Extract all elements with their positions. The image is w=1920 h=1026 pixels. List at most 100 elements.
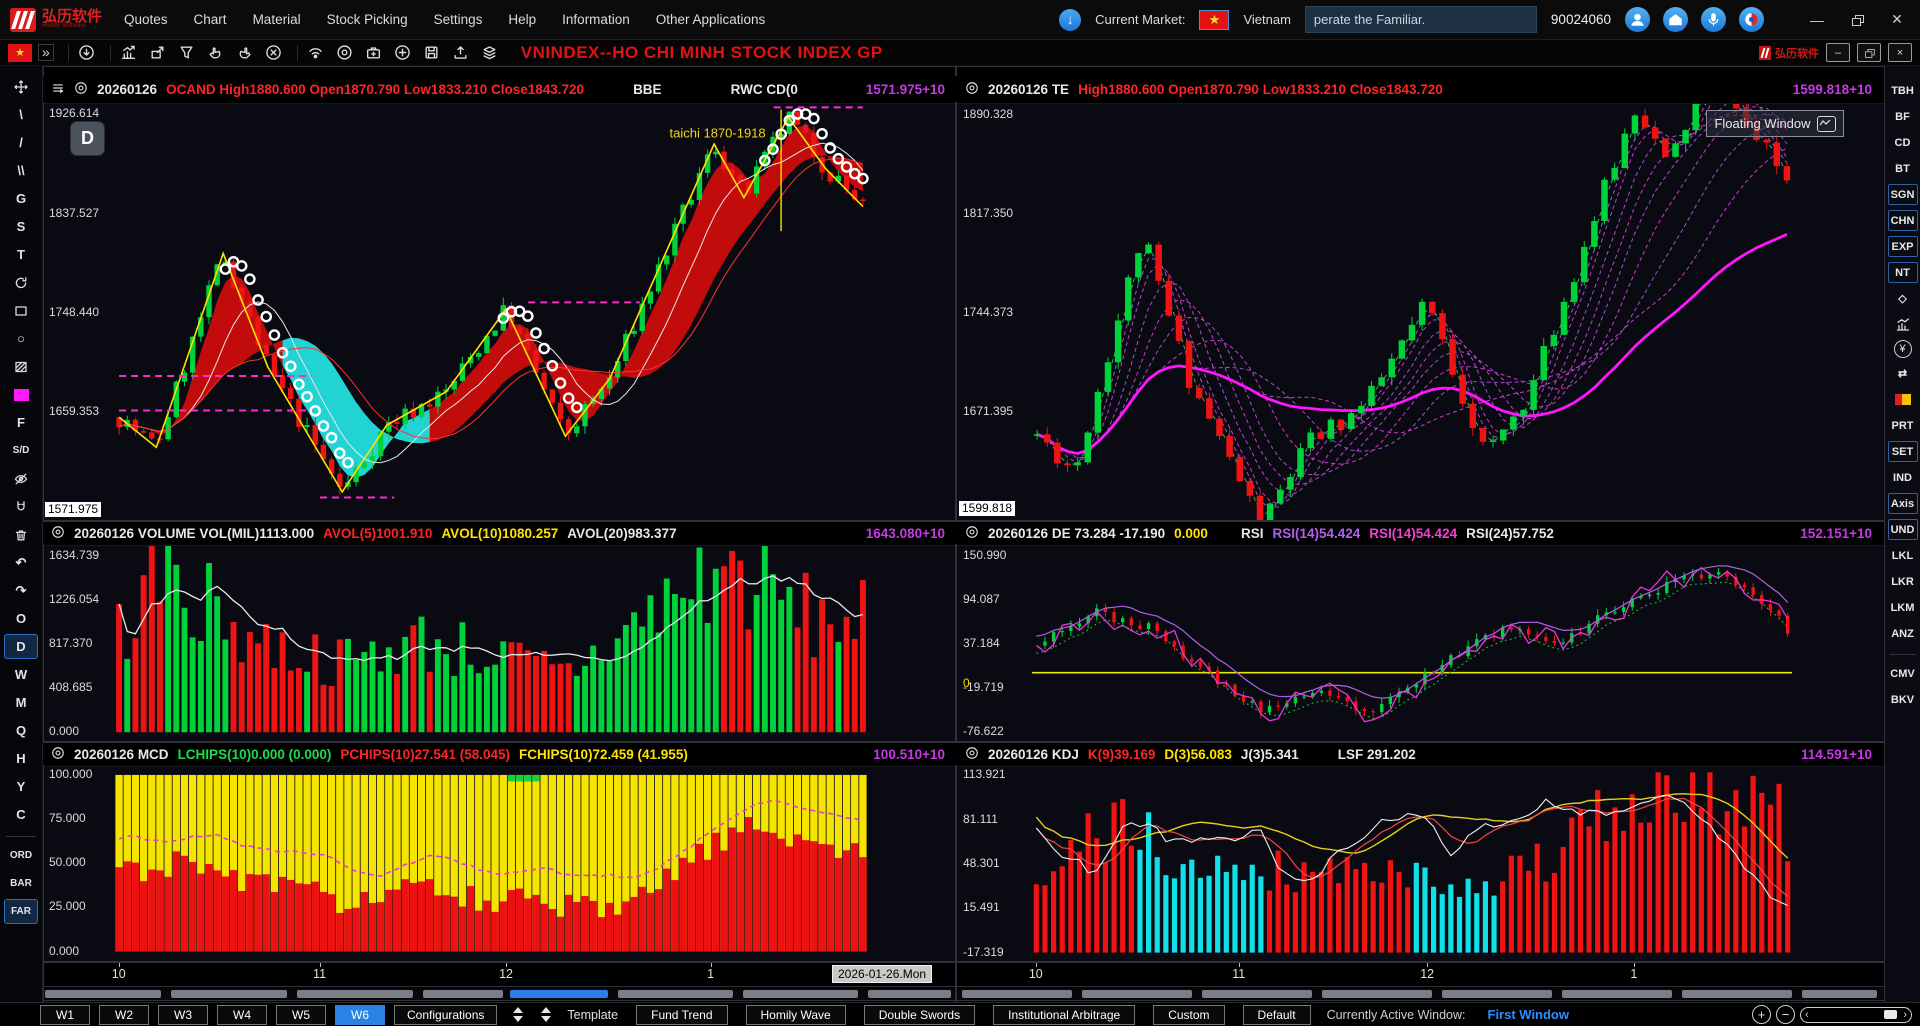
download-icon[interactable] xyxy=(75,43,99,63)
far-button[interactable]: FAR xyxy=(4,899,38,924)
sidebar-set[interactable]: SET xyxy=(1887,441,1918,462)
pane-restore-button[interactable] xyxy=(1857,43,1881,62)
close-button[interactable]: ✕ xyxy=(1891,11,1903,27)
period-week[interactable]: W xyxy=(14,667,28,682)
period-month[interactable]: M xyxy=(15,695,27,710)
sidebar-lkr[interactable]: LKR xyxy=(1891,575,1914,588)
tool-g[interactable]: G xyxy=(15,191,27,206)
tool-o[interactable]: O xyxy=(15,611,27,626)
vietnam-flag-icon[interactable]: ★ xyxy=(1199,9,1230,30)
target-icon[interactable] xyxy=(333,43,357,63)
window-tab-w4[interactable]: W4 xyxy=(217,1004,267,1025)
sidebar-nt[interactable]: NT xyxy=(1887,262,1918,283)
scroll-left-icon[interactable]: ‹ xyxy=(1805,1008,1809,1021)
tool-s[interactable]: S xyxy=(16,219,26,234)
chart-up-icon[interactable] xyxy=(117,43,141,63)
brand-icon[interactable] xyxy=(1739,7,1764,32)
mic-icon[interactable] xyxy=(1701,7,1726,32)
pan-tool[interactable] xyxy=(4,74,38,99)
mcd-chips-chart-panel[interactable]: 100.000 75.000 50.000 25.000 0.000 xyxy=(42,766,958,964)
rsi-chart-panel[interactable]: 150.990 94.087 37.184 -19.719 -76.622 0 xyxy=(956,545,1885,744)
funnel-icon[interactable] xyxy=(175,43,199,63)
trendline-up-tool[interactable]: / xyxy=(19,135,23,150)
target-icon[interactable] xyxy=(51,525,65,542)
menu-quotes[interactable]: Quotes xyxy=(124,12,168,27)
ellipse-tool[interactable]: ○ xyxy=(17,331,25,346)
menu-other-applications[interactable]: Other Applications xyxy=(655,12,766,27)
period-halfyear[interactable]: H xyxy=(16,751,26,766)
menu-icon[interactable] xyxy=(51,81,65,98)
circle-x-icon[interactable] xyxy=(262,43,286,63)
hand-left-icon[interactable] xyxy=(204,43,228,63)
range-scrollbar-right[interactable] xyxy=(957,988,1884,1000)
bar-button[interactable]: BAR xyxy=(10,878,32,889)
minimize-button[interactable]: — xyxy=(1810,11,1824,28)
user-icon[interactable] xyxy=(1625,7,1650,32)
price-main-chart-panel[interactable]: taichi 1870-1918 D 1926.614 1837.527 1748.44… xyxy=(42,103,958,523)
volume-chart-panel[interactable]: 1634.739 1226.054 817.370 408.685 0.000 xyxy=(42,533,958,744)
undo-button[interactable]: ↶ xyxy=(15,554,27,570)
sidebar-tbh[interactable]: TBH xyxy=(1891,84,1914,97)
sidebar-cmv[interactable]: CMV xyxy=(1890,667,1915,680)
sidebar-lkm[interactable]: LKM xyxy=(1890,601,1915,614)
channel-tool[interactable]: \\ xyxy=(17,163,25,178)
pane-close-button[interactable]: × xyxy=(1888,43,1912,62)
sidebar-axis[interactable]: Axis xyxy=(1887,493,1918,514)
swap-icon[interactable]: ⇄ xyxy=(1897,368,1908,380)
price-te-chart-panel[interactable]: 1890.328 1817.350 1744.373 1671.395 1599.818 xyxy=(956,65,1885,529)
kdj-chart-panel[interactable]: 113.921 81.111 48.301 15.491 -17.319 xyxy=(956,766,1885,964)
zoom-in-button[interactable]: + xyxy=(1752,1005,1771,1024)
redo-button[interactable]: ↷ xyxy=(15,582,27,598)
template-button-default[interactable]: Default xyxy=(1242,1004,1311,1025)
rect-tool[interactable] xyxy=(4,298,38,323)
sidebar-bt[interactable]: BT xyxy=(1895,162,1910,175)
period-badge[interactable]: D xyxy=(71,122,104,155)
menu-settings[interactable]: Settings xyxy=(433,12,483,27)
circle-plus-icon[interactable] xyxy=(391,43,415,63)
pane-spinner-2[interactable] xyxy=(539,1007,553,1022)
colorbar-icon[interactable] xyxy=(1888,389,1918,410)
trendline-down-tool[interactable]: \ xyxy=(19,107,23,122)
period-c[interactable]: C xyxy=(16,807,26,822)
home-icon[interactable] xyxy=(1663,7,1688,32)
upload-icon[interactable] xyxy=(449,43,473,63)
chart-scrollbar[interactable]: ‹ › xyxy=(1800,1006,1912,1023)
trend-icon[interactable] xyxy=(1888,314,1918,335)
window-tab-w1[interactable]: W1 xyxy=(40,1004,90,1025)
hand-right-icon[interactable] xyxy=(233,43,257,63)
target-icon[interactable] xyxy=(51,746,65,763)
window-tab-w6[interactable]: W6 xyxy=(335,1004,385,1025)
sidebar-chn[interactable]: CHN xyxy=(1887,210,1918,231)
period-year[interactable]: Y xyxy=(16,779,26,794)
zoom-out-button[interactable]: − xyxy=(1776,1005,1795,1024)
target-icon[interactable] xyxy=(74,81,88,98)
hide-drawings-tool[interactable] xyxy=(4,466,38,491)
magnet-tool[interactable] xyxy=(4,494,38,519)
menu-material[interactable]: Material xyxy=(252,12,301,27)
currency-icon[interactable]: ¥ xyxy=(1893,340,1912,358)
window-tab-w5[interactable]: W5 xyxy=(276,1004,326,1025)
sidebar-lkl[interactable]: LKL xyxy=(1891,549,1914,562)
pane-spinner-1[interactable] xyxy=(511,1007,525,1022)
sidebar-prt[interactable]: PRT xyxy=(1891,419,1914,432)
target-icon[interactable] xyxy=(965,525,979,542)
expand-toolbar-button[interactable]: » xyxy=(38,44,54,61)
menu-chart[interactable]: Chart xyxy=(193,12,227,27)
window-tab-w3[interactable]: W3 xyxy=(158,1004,208,1025)
diamond-icon[interactable]: ◇ xyxy=(1898,293,1907,305)
template-button-custom[interactable]: Custom xyxy=(1153,1004,1225,1025)
sidebar-ind[interactable]: IND xyxy=(1893,471,1912,484)
case-add-icon[interactable] xyxy=(362,43,386,63)
market-flag-button[interactable]: ★ xyxy=(8,43,32,62)
sidebar-bf[interactable]: BF xyxy=(1895,110,1910,123)
tool-sd[interactable]: S/D xyxy=(12,445,30,456)
range-scrollbar-left[interactable] xyxy=(43,988,955,1000)
sidebar-cd[interactable]: CD xyxy=(1894,136,1911,149)
menu-information[interactable]: Information xyxy=(562,12,630,27)
template-button-homily-wave[interactable]: Homily Wave xyxy=(745,1004,846,1025)
tool-f[interactable]: F xyxy=(17,415,25,430)
hatch-tool[interactable] xyxy=(4,354,38,379)
ord-button[interactable]: ORD xyxy=(9,850,33,861)
rotate-tool[interactable] xyxy=(4,270,38,295)
period-day[interactable]: D xyxy=(4,634,38,659)
